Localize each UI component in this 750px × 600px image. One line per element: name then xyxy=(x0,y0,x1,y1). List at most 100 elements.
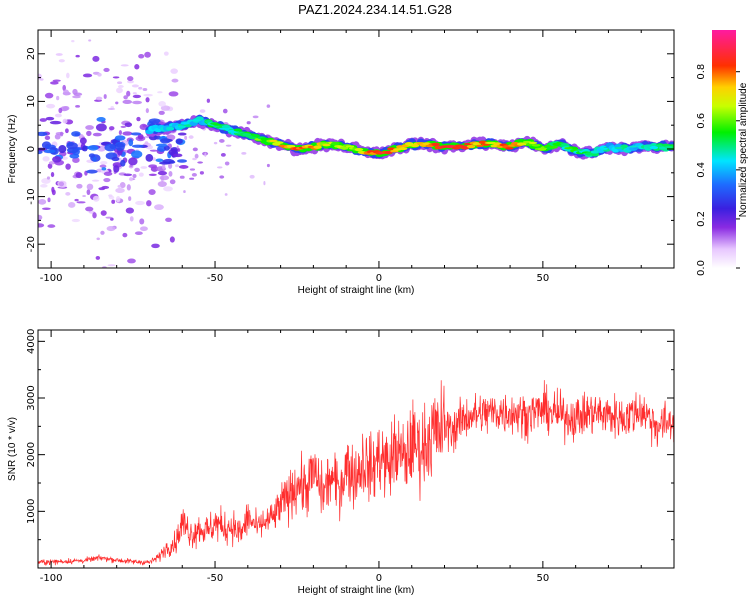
noise-blob xyxy=(58,59,65,63)
noise-blob xyxy=(96,117,106,122)
noise-blob xyxy=(130,132,142,136)
ridge-blob xyxy=(599,147,609,150)
noise-blob xyxy=(65,192,71,196)
noise-blob xyxy=(192,147,198,152)
noise-blob xyxy=(38,199,47,205)
noise-blob xyxy=(191,173,197,177)
noise-blob xyxy=(46,103,56,109)
noise-blob xyxy=(99,164,107,168)
ridge-blob xyxy=(286,145,296,148)
noise-blob xyxy=(171,78,179,83)
noise-blob xyxy=(146,200,152,207)
noise-blob xyxy=(111,199,116,204)
snr-series-line xyxy=(38,380,674,566)
x-tick-label: 50 xyxy=(536,273,549,284)
noise-blob xyxy=(131,144,144,148)
noise-blob xyxy=(122,131,133,136)
noise-blob xyxy=(249,174,255,179)
ridge-blob xyxy=(629,145,638,148)
noise-blob xyxy=(65,128,69,134)
noise-blob xyxy=(134,231,143,236)
noise-blob xyxy=(112,76,120,79)
noise-blob xyxy=(138,86,143,90)
noise-blob xyxy=(129,216,134,222)
noise-blob xyxy=(142,88,148,92)
noise-blob xyxy=(219,138,225,143)
noise-blob xyxy=(92,195,100,202)
noise-blob xyxy=(144,51,151,58)
noise-blob xyxy=(107,264,116,267)
noise-blob xyxy=(132,94,142,99)
noise-blob xyxy=(54,133,61,140)
noise-blob xyxy=(71,131,81,137)
noise-blob xyxy=(86,189,91,196)
noise-blob xyxy=(38,131,48,137)
colorbar-tick-label: 0.0 xyxy=(696,260,707,276)
noise-blob xyxy=(45,116,55,121)
noise-blob xyxy=(184,135,188,140)
noise-blob xyxy=(49,120,62,125)
ridge-blob xyxy=(431,142,440,147)
ridge-blob xyxy=(248,136,257,140)
noise-blob xyxy=(75,172,83,179)
noise-blob xyxy=(168,91,179,97)
noise-blob xyxy=(82,194,86,197)
colorbar-tick-label: 0.8 xyxy=(696,64,707,80)
y-tick-label: 4000 xyxy=(26,329,37,354)
noise-blob xyxy=(192,157,197,161)
ridge-blob xyxy=(505,147,514,150)
noise-blob xyxy=(113,165,120,173)
noise-blob xyxy=(66,72,70,79)
noise-blob xyxy=(204,152,207,157)
noise-blob xyxy=(55,53,63,56)
noise-blob xyxy=(39,118,47,122)
noise-blob xyxy=(101,185,110,190)
noise-blob xyxy=(206,98,211,103)
noise-blob xyxy=(71,218,81,223)
noise-blob xyxy=(75,54,80,58)
noise-blob xyxy=(107,107,116,110)
noise-blob xyxy=(42,156,50,162)
noise-blob xyxy=(114,135,126,141)
noise-blob xyxy=(160,105,171,111)
colorbar-axis: 0.0 0.2 0.4 0.6 0.8 xyxy=(696,64,740,276)
noise-blob xyxy=(66,142,78,150)
noise-blob xyxy=(97,72,102,77)
noise-blob xyxy=(44,135,51,141)
noise-blob xyxy=(189,177,195,180)
spectrogram-ylabel: Frequency (Hz) xyxy=(7,115,18,184)
noise-blob xyxy=(125,207,134,214)
noise-blob xyxy=(157,145,167,152)
noise-blob xyxy=(188,135,194,139)
noise-blob xyxy=(149,149,158,152)
noise-blob xyxy=(38,223,45,228)
ridge-blob xyxy=(269,139,278,143)
noise-blob xyxy=(59,131,64,137)
noise-blob xyxy=(120,125,127,128)
noise-blob xyxy=(104,143,117,152)
ridge-blob xyxy=(584,152,594,156)
noise-blob xyxy=(145,153,154,162)
noise-blob xyxy=(175,138,183,145)
noise-blob xyxy=(92,156,97,162)
ridge-blob xyxy=(475,144,485,147)
noise-blob xyxy=(100,160,108,165)
noise-blob xyxy=(62,118,68,124)
noise-blob xyxy=(47,197,51,203)
noise-blob xyxy=(177,148,181,152)
noise-blob xyxy=(127,258,136,264)
ridge-blob xyxy=(275,141,284,144)
noise-blob xyxy=(220,152,226,157)
noise-blob xyxy=(241,152,247,155)
noise-blob xyxy=(74,198,79,202)
noise-blob xyxy=(87,145,99,151)
noise-blob xyxy=(44,92,54,99)
noise-blob xyxy=(92,212,97,219)
noise-blob xyxy=(123,173,133,177)
noise-blob xyxy=(58,181,65,187)
noise-blob xyxy=(40,184,48,188)
ridge-blob xyxy=(528,141,538,145)
noise-blob xyxy=(126,184,131,191)
ridge-blob xyxy=(260,137,269,141)
x-tick-label: -100 xyxy=(40,273,63,284)
